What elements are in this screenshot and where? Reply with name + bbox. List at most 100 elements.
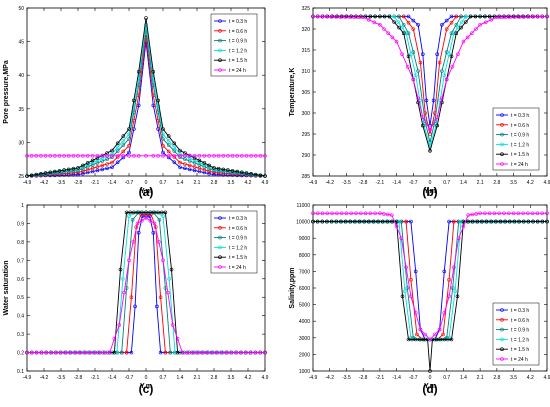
- y-tick-label: 285: [302, 174, 311, 180]
- series-point: [338, 15, 343, 19]
- series-point: [352, 219, 357, 224]
- series-point: [151, 230, 156, 235]
- series-point: [311, 14, 315, 19]
- chart-panel-2: -4.9 -4.2 -3.5 -2.8 -2.1 -1.4 -0.7 0 0.7 1.4 2.1 2.…: [289, 6, 550, 199]
- x-tick-label: 0: [429, 180, 432, 186]
- series-point: [81, 171, 85, 176]
- series-point: [373, 14, 377, 19]
- series-point: [62, 170, 66, 174]
- legend-marker: [218, 265, 222, 269]
- legend-box: [210, 13, 258, 77]
- series-point: [133, 304, 137, 309]
- series-point: [212, 170, 216, 175]
- legend-label: t = 1.5 h: [511, 347, 529, 353]
- series-point: [85, 154, 90, 158]
- legend-marker: [500, 142, 504, 147]
- series-point: [136, 210, 140, 215]
- series-point: [151, 154, 156, 158]
- series-point: [127, 154, 131, 158]
- x-tick-label: 2.1: [477, 180, 484, 186]
- series-point: [81, 154, 85, 158]
- panel-label: (a): [139, 185, 154, 199]
- series-point: [187, 167, 192, 172]
- series-point: [409, 52, 413, 57]
- series-point: [238, 350, 243, 355]
- series-point: [132, 154, 136, 158]
- series-point: [59, 350, 63, 355]
- series-point: [382, 27, 386, 31]
- series-point: [334, 219, 339, 224]
- series-point: [178, 148, 182, 153]
- x-tick-label: 0.7: [443, 180, 450, 186]
- x-tick-label: 2.1: [194, 180, 201, 186]
- series-point: [160, 210, 164, 215]
- series-point: [166, 149, 171, 154]
- series-point: [483, 20, 488, 25]
- series-point: [492, 211, 497, 216]
- series-point: [329, 14, 334, 19]
- x-tick-label: 2.1: [477, 375, 484, 381]
- y-tick-label: 310: [302, 69, 311, 75]
- x-tick-label: 4.2: [245, 375, 252, 381]
- series-point: [169, 267, 174, 272]
- series-line: [313, 15, 547, 135]
- legend-marker: [218, 255, 222, 260]
- series-point: [511, 211, 516, 216]
- legend-label: t = 1.2 h: [511, 142, 529, 148]
- series-point: [226, 169, 230, 173]
- legend-marker: [218, 48, 222, 53]
- series-point: [52, 169, 57, 174]
- series-point: [502, 211, 506, 216]
- series-point: [136, 154, 141, 158]
- y-tick-label: 6000: [299, 286, 310, 292]
- series-point: [216, 154, 221, 158]
- series-point: [446, 337, 450, 342]
- series-point: [192, 165, 197, 169]
- series-line: [27, 211, 265, 354]
- legend-label: t = 24 h: [229, 265, 246, 271]
- series-point: [258, 154, 263, 158]
- series-point: [517, 15, 522, 19]
- series-point: [197, 158, 202, 163]
- series-point: [197, 160, 202, 165]
- series-point: [361, 15, 365, 20]
- x-tick-label: -2.1: [91, 375, 100, 381]
- series-point: [88, 350, 92, 355]
- series-point: [166, 143, 171, 147]
- series-point: [358, 14, 363, 19]
- series-point: [115, 149, 120, 153]
- series-point: [178, 152, 182, 156]
- series-point: [110, 152, 114, 156]
- legend-label: t = 1.2 h: [229, 245, 247, 251]
- series-point: [401, 22, 406, 27]
- series-point: [390, 219, 394, 224]
- series-point: [124, 210, 129, 215]
- x-tick-label: -2.1: [91, 180, 100, 186]
- series-point: [444, 50, 449, 54]
- series-point: [192, 158, 197, 163]
- series-point: [128, 210, 132, 215]
- legend-label: t = 24 h: [511, 162, 528, 168]
- series-point: [127, 258, 131, 263]
- series-point: [168, 350, 173, 355]
- series-point: [100, 167, 105, 172]
- series-point: [512, 219, 517, 224]
- series-point: [62, 168, 66, 172]
- series-point: [140, 210, 144, 215]
- y-tick-label: 0.2: [17, 351, 24, 357]
- y-axis-label: Salinity,ppm: [289, 267, 296, 308]
- series-point: [461, 224, 466, 229]
- series-point: [406, 54, 411, 59]
- series-point: [172, 149, 177, 153]
- series-point: [389, 213, 394, 217]
- y-tick-label: 325: [302, 6, 311, 12]
- series-point: [347, 15, 352, 19]
- series-point: [117, 323, 122, 327]
- series-point: [371, 219, 376, 224]
- x-tick-label: 2.8: [211, 180, 218, 186]
- series-point: [119, 350, 124, 355]
- series-point: [81, 163, 85, 168]
- series-point: [480, 219, 484, 224]
- y-tick-label: 9000: [299, 236, 310, 242]
- series-point: [54, 350, 58, 355]
